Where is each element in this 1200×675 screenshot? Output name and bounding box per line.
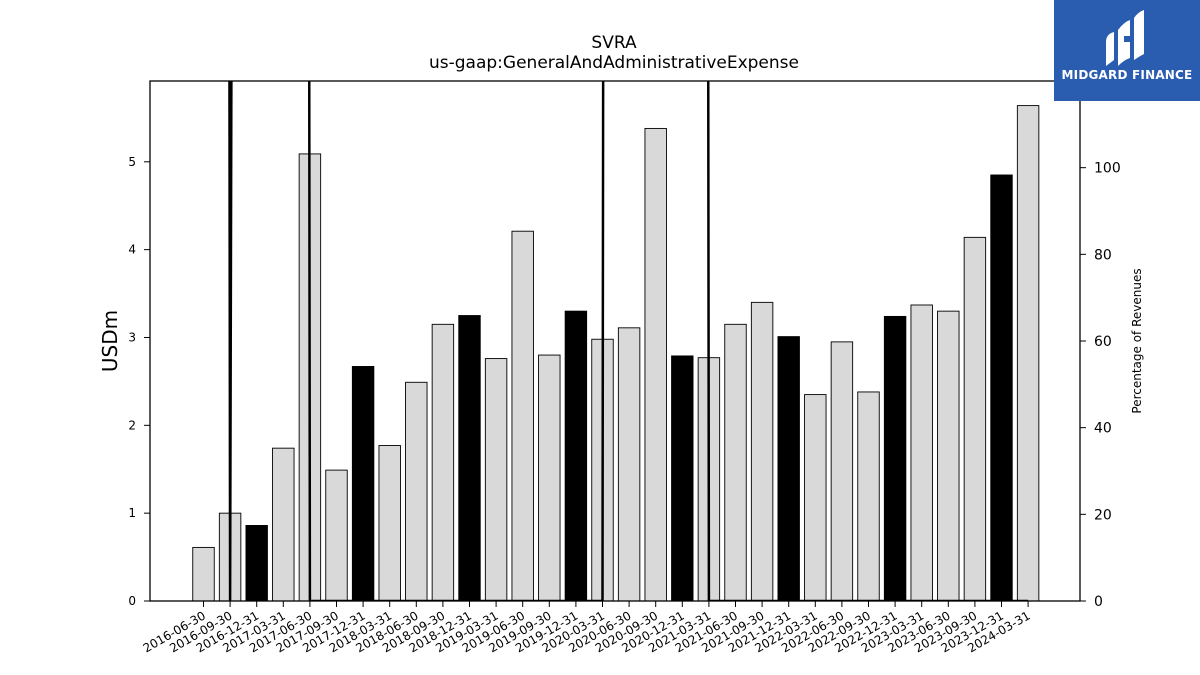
bar-2022-06-30 xyxy=(830,341,854,602)
bar-2020-06-30 xyxy=(617,327,641,602)
bar-2017-09-30 xyxy=(325,469,348,602)
y-tick-label: 4 xyxy=(128,243,136,257)
y-axis-left: 0 1 2 3 4 5 xyxy=(128,155,150,608)
bar-2023-06-30 xyxy=(937,310,960,602)
bar-2019-12-31 xyxy=(564,310,588,602)
bar-2018-03-31 xyxy=(378,445,401,602)
y-right-tick-label: 20 xyxy=(1094,507,1112,523)
chart-title: SVRA xyxy=(591,33,637,53)
bar-2022-12-31 xyxy=(883,315,907,602)
y-axis-right-label: Percentage of Revenues xyxy=(1130,268,1144,413)
bar-2018-12-31 xyxy=(458,315,481,602)
logo-text: MIDGARD FINANCE xyxy=(1061,68,1193,82)
y-tick-label: 3 xyxy=(128,330,136,344)
bar-2022-03-31 xyxy=(804,394,827,602)
bar-2019-09-30 xyxy=(538,354,561,602)
bar-2016-12-31 xyxy=(245,525,268,602)
bar-2024-03-31 xyxy=(1016,105,1040,602)
bar-2021-12-31 xyxy=(777,336,800,602)
bar-2019-06-30 xyxy=(511,230,534,602)
y-axis-right: 0 20 40 60 80 100 xyxy=(1080,161,1121,610)
y-axis-label: USDm xyxy=(98,310,122,372)
y-right-tick-label: 0 xyxy=(1094,594,1103,610)
y-tick-label: 5 xyxy=(128,155,136,169)
bar-2021-09-30 xyxy=(750,301,774,602)
y-tick-label: 0 xyxy=(128,594,136,608)
y-tick-label: 1 xyxy=(128,506,136,520)
y-right-tick-label: 60 xyxy=(1094,334,1112,350)
y-tick-label: 2 xyxy=(128,418,136,432)
bar-2018-06-30 xyxy=(405,381,428,602)
bar-2016-06-30 xyxy=(192,546,215,602)
bar-2023-03-31 xyxy=(910,304,933,602)
chart-subtitle: us-gaap:GeneralAndAdministrativeExpense xyxy=(429,53,799,73)
bar-2023-09-30 xyxy=(963,236,987,602)
bar-2019-03-31 xyxy=(484,358,508,602)
bar-2020-12-31 xyxy=(671,355,694,602)
midgard-logo-icon xyxy=(1106,10,1144,66)
y-right-tick-label: 40 xyxy=(1094,421,1112,437)
y-right-tick-label: 80 xyxy=(1094,247,1112,263)
y-right-tick-label: 100 xyxy=(1094,161,1121,177)
x-axis: 2016-06-302016-09-302016-12-312017-03-31… xyxy=(141,601,1033,655)
bar-2018-09-30 xyxy=(431,323,455,602)
bar-2023-12-31 xyxy=(990,174,1013,602)
bar-2021-06-30 xyxy=(724,323,747,602)
bars-group xyxy=(192,105,1040,602)
bar-2020-09-30 xyxy=(644,127,667,602)
bar-2022-09-30 xyxy=(857,391,880,602)
bar-2017-03-31 xyxy=(272,447,295,602)
bar-2017-12-31 xyxy=(351,366,375,602)
